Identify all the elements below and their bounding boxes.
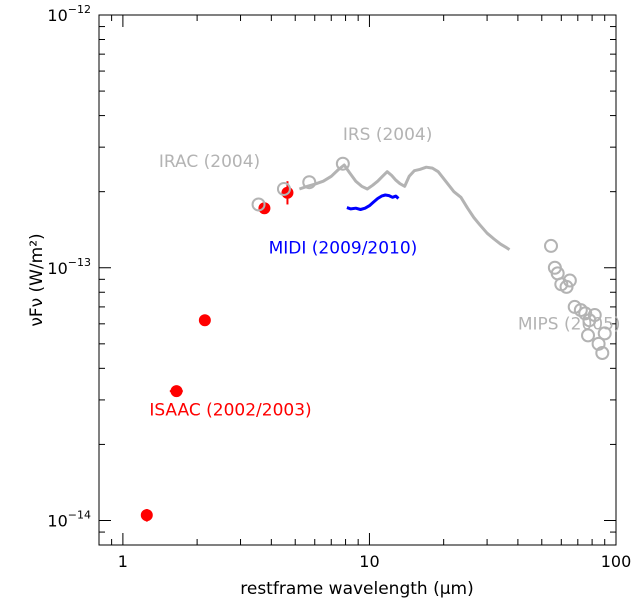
mips-point	[544, 238, 559, 253]
mips-label: MIPS (2005)	[518, 314, 621, 334]
mips-point	[578, 306, 593, 321]
irac-label: IRAC (2004)	[159, 152, 260, 172]
isaac-point	[170, 385, 183, 398]
irs-label: IRS (2004)	[343, 125, 433, 145]
mips-point	[595, 345, 610, 360]
isaac-point	[198, 314, 211, 327]
x-axis-label: restframe wavelength (μm)	[240, 579, 473, 599]
mips-point	[581, 328, 596, 343]
x-tick-label: 100	[601, 552, 632, 571]
y-tick-label: 10−14	[47, 509, 91, 531]
midi-spectrum-line	[346, 193, 400, 211]
isaac-label: ISAAC (2002/2003)	[149, 401, 311, 421]
x-tick-label: 1	[118, 552, 128, 571]
midi-label: MIDI (2009/2010)	[269, 238, 418, 258]
axis-tick-labels: 1 10 100 10−14 10−13 10−12	[47, 3, 631, 571]
x-tick-label: 10	[359, 552, 379, 571]
irac-point	[302, 175, 317, 190]
data-marks	[140, 156, 612, 522]
axis-ticks	[98, 14, 617, 546]
mips-point	[562, 273, 577, 288]
mips-point	[587, 308, 602, 323]
irs-spectrum-line	[298, 163, 511, 251]
y-tick-label: 10−13	[47, 256, 91, 278]
y-tick-label: 10−12	[47, 3, 91, 25]
irac-point	[276, 181, 291, 196]
irac-point	[335, 156, 350, 171]
isaac-point	[140, 509, 153, 522]
mips-point	[597, 326, 612, 341]
irac-point	[251, 197, 266, 212]
plot-frame	[98, 14, 617, 546]
mips-point	[591, 336, 606, 351]
y-axis-label: νFν (W/m²)	[27, 233, 47, 326]
series-annotations: IRAC (2004) IRS (2004) MIDI (2009/2010) MIP…	[149, 125, 620, 421]
